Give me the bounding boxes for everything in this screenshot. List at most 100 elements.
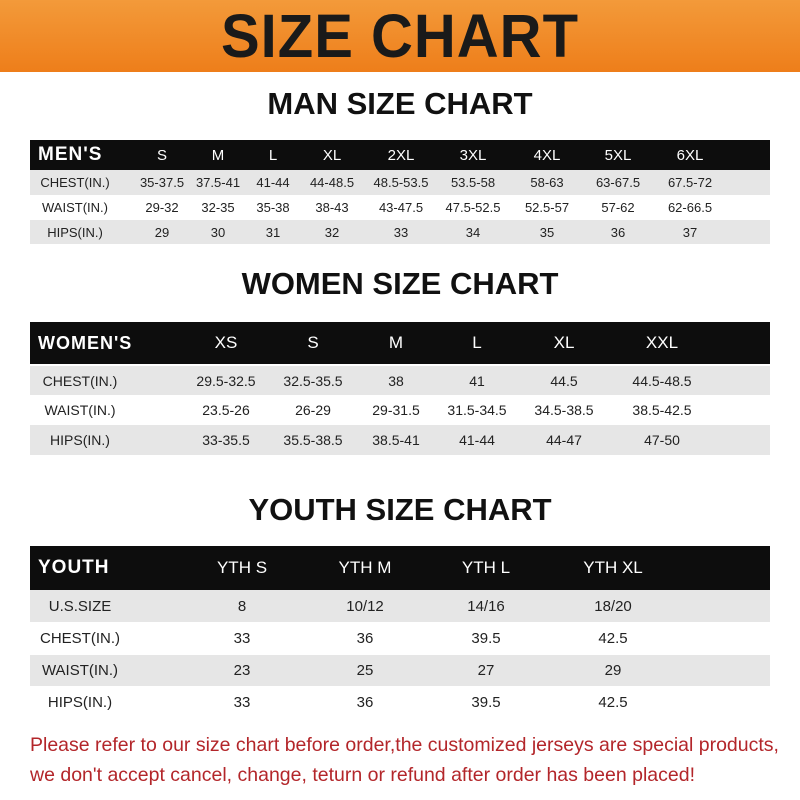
table-cell: 44.5 — [550, 372, 578, 389]
table-cell: 29.5-32.5 — [196, 372, 256, 389]
size-header: XXL — [645, 333, 679, 352]
table-cell: 32.5-35.5 — [283, 372, 343, 389]
row-label: WAIST(IN.) — [41, 662, 119, 679]
table-cell: 35 — [539, 224, 555, 240]
row-label: WAIST(IN.) — [42, 200, 108, 215]
header-row: MEN'S S M L XL 2XL 3XL 4XL 5XL 6XL — [30, 140, 770, 170]
table-label: YOUTH — [38, 557, 110, 578]
table-cell: 39.5 — [471, 630, 501, 647]
table-cell: 38 — [388, 372, 404, 389]
footer-line-2: we don't accept cancel, change, teturn o… — [30, 764, 695, 786]
table-cell: 67.5-72 — [667, 175, 713, 190]
table-cell: 29 — [604, 662, 622, 679]
row-label: CHEST(IN.) — [40, 175, 110, 190]
table-cell: 38-43 — [315, 200, 349, 215]
table-cell: 34 — [465, 224, 481, 240]
men-title: MAN SIZE CHART — [267, 86, 533, 121]
table-row: HIPS(IN.) 29 30 31 32 33 34 35 36 37 — [30, 220, 770, 244]
row-label: WAIST(IN.) — [44, 401, 116, 418]
table-cell: 23.5-26 — [202, 401, 250, 418]
table-row: CHEST(IN.) 29.5-32.5 32.5-35.5 38 41 44.5 44.5… — [30, 366, 770, 395]
size-header: 2XL — [387, 146, 415, 164]
table-cell: 41-44 — [459, 432, 495, 448]
table-cell: 52.5-57 — [524, 200, 570, 215]
table-cell: 31.5-34.5 — [447, 401, 507, 418]
table-row: WAIST(IN.) 23.5-26 26-29 29-31.5 31.5-34.5 34… — [30, 395, 770, 424]
table-cell: 41-44 — [256, 175, 290, 190]
table-cell: 35.5-38.5 — [283, 432, 343, 448]
table-row: WAIST(IN.) 23 25 27 29 — [30, 655, 770, 686]
table-cell: 39.5 — [471, 693, 501, 711]
size-header: YTH L — [461, 558, 511, 577]
table-cell: 47-50 — [644, 432, 680, 448]
table-cell: 35-37.5 — [139, 175, 185, 190]
table-cell: 23 — [233, 662, 251, 679]
banner: SIZE CHART — [0, 0, 800, 72]
table-cell: 14/16 — [467, 597, 505, 615]
table-cell: 32 — [324, 224, 340, 240]
table-cell: 33 — [233, 630, 251, 647]
table-cell: 25 — [356, 662, 374, 679]
row-label: CHEST(IN.) — [40, 630, 120, 647]
table-cell: 38.5-42.5 — [632, 401, 692, 418]
table-cell: 62-66.5 — [667, 200, 713, 215]
table-cell: 32-35 — [201, 200, 235, 215]
size-header: 4XL — [533, 146, 561, 164]
table-cell: 44-48.5 — [309, 175, 355, 190]
table-cell: 44.5-48.5 — [632, 372, 692, 389]
table-cell: 26-29 — [295, 401, 331, 418]
size-header: S — [156, 146, 168, 164]
size-header: 5XL — [604, 146, 632, 164]
size-header: XS — [214, 333, 238, 352]
table-cell: 42.5 — [598, 630, 628, 647]
row-label: HIPS(IN.) — [47, 224, 103, 240]
size-header: YTH M — [338, 558, 392, 577]
row-label: CHEST(IN.) — [42, 372, 118, 389]
table-cell: 63-67.5 — [595, 175, 641, 190]
table-cell: 33-35.5 — [202, 432, 250, 448]
row-label: U.S.SIZE — [48, 597, 112, 615]
table-cell: 47.5-52.5 — [445, 200, 501, 215]
table-row: WAIST(IN.) 29-32 32-35 35-38 38-43 43-47.5 47.… — [30, 195, 770, 220]
table-row: HIPS(IN.) 33 36 39.5 42.5 — [30, 686, 770, 718]
table-cell: 36 — [356, 630, 374, 647]
table-cell: 29-31.5 — [372, 401, 420, 418]
size-header: XL — [322, 146, 342, 164]
table-cell: 36 — [356, 693, 374, 711]
table-cell: 38.5-41 — [372, 432, 420, 448]
table-label: WOMEN'S — [38, 332, 133, 353]
table-cell: 58-63 — [530, 175, 564, 190]
table-cell: 29 — [154, 224, 170, 240]
table-row: CHEST(IN.) 33 36 39.5 42.5 — [30, 622, 770, 655]
table-cell: 18/20 — [594, 597, 632, 615]
table-cell: 41 — [469, 372, 485, 389]
banner-title: SIZE CHART — [221, 1, 579, 71]
table-cell: 43-47.5 — [378, 200, 424, 215]
table-cell: 29-32 — [145, 200, 179, 215]
header-row: YOUTH YTH S YTH M YTH L YTH XL — [30, 546, 770, 590]
table-row: HIPS(IN.) 33-35.5 35.5-38.5 38.5-41 41-44 44-… — [30, 425, 770, 455]
table-cell: 31 — [265, 224, 281, 240]
size-header: L — [268, 146, 278, 164]
table-cell: 42.5 — [598, 693, 628, 711]
size-header: 6XL — [676, 146, 704, 164]
table-cell: 37 — [682, 224, 698, 240]
size-header: XL — [553, 333, 575, 352]
footer-line-1: Please refer to our size chart before or… — [30, 734, 779, 756]
table-cell: 57-62 — [601, 200, 635, 215]
table-cell: 27 — [477, 662, 495, 679]
table-row: U.S.SIZE 8 10/12 14/16 18/20 — [30, 590, 770, 622]
table-cell: 44-47 — [546, 432, 582, 448]
size-header: L — [472, 333, 482, 352]
table-cell: 35-38 — [256, 200, 290, 215]
size-header: M — [388, 333, 404, 352]
header-row: WOMEN'S XS S M L XL XXL — [30, 322, 770, 364]
size-header: YTH XL — [583, 558, 643, 577]
youth-title: YOUTH SIZE CHART — [248, 492, 552, 527]
women-title: WOMEN SIZE CHART — [241, 266, 559, 301]
table-cell: 8 — [237, 597, 247, 615]
size-header: 3XL — [459, 146, 487, 164]
table-cell: 34.5-38.5 — [534, 401, 594, 418]
table-cell: 53.5-58 — [450, 175, 496, 190]
table-cell: 33 — [393, 224, 409, 240]
